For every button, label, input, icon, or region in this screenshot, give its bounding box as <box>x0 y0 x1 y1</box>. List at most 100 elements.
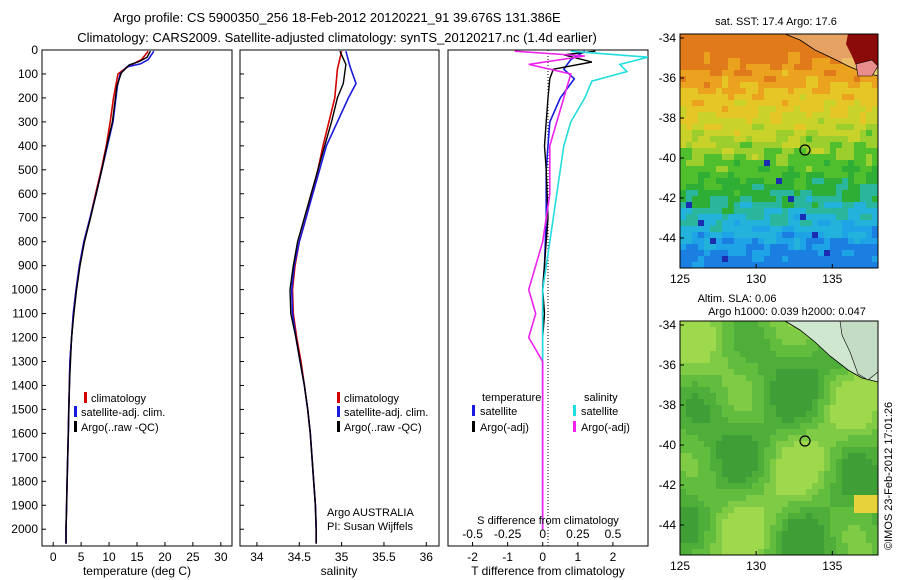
sst-map-cell <box>794 88 800 94</box>
sla-map-cell <box>830 501 836 507</box>
sst-map-cell <box>686 142 692 148</box>
sla-map-cell <box>758 495 764 501</box>
sla-map-cell <box>788 513 794 519</box>
sst-map-cell <box>722 208 728 214</box>
sst-map-cell <box>716 262 722 268</box>
sla-map-cell <box>848 501 854 507</box>
sst-map-cell <box>854 256 860 262</box>
sla-map-cell <box>704 333 710 339</box>
sla-map-cell <box>686 459 692 465</box>
sst-map-cell <box>710 160 716 166</box>
sla-map-cell <box>692 399 698 405</box>
sla-map-cell <box>680 399 686 405</box>
sla-map-cell <box>788 507 794 513</box>
sla-map-cell <box>716 399 722 405</box>
sst-map-cell <box>794 136 800 142</box>
sst-map-cell <box>770 226 776 232</box>
sst-map-cell <box>704 154 710 160</box>
sst-map-cell <box>836 262 842 268</box>
sst-map-cell <box>800 160 806 166</box>
sla-map-cell <box>782 501 788 507</box>
sst-map-cell <box>782 238 788 244</box>
sst-map-cell <box>722 262 728 268</box>
sst-map-cell <box>734 184 740 190</box>
sst-map-cell <box>818 82 824 88</box>
sst-map-cell <box>854 88 860 94</box>
sla-map-cell <box>710 417 716 423</box>
sst-map-cell <box>794 124 800 130</box>
sla-map-cell <box>728 369 734 375</box>
sla-map-cell <box>788 519 794 525</box>
sla-map-cell <box>842 381 848 387</box>
sst-map-cell <box>740 40 746 46</box>
sst-map-cell <box>758 238 764 244</box>
sla-map-cell <box>824 477 830 483</box>
sla-map-cell <box>734 483 740 489</box>
sla-map-cell <box>830 525 836 531</box>
sst-map-cell <box>692 172 698 178</box>
sst-map-cell <box>860 178 866 184</box>
sla-map-cell <box>794 489 800 495</box>
sst-map-cell <box>824 64 830 70</box>
sla-map-cell <box>860 471 866 477</box>
sst-map-cell <box>692 250 698 256</box>
sla-map-cell <box>836 519 842 525</box>
sst-map-cell <box>776 196 782 202</box>
sla-map-cell <box>806 531 812 537</box>
sst-map-cell <box>872 172 878 178</box>
sla-map-cell <box>794 333 800 339</box>
sst-map-cell <box>734 208 740 214</box>
sla-map-cell <box>860 417 866 423</box>
sla-map-cell <box>788 549 794 555</box>
sst-map-cell <box>872 94 878 100</box>
sst-map-cell <box>716 118 722 124</box>
sst-map-cell <box>722 118 728 124</box>
sla-map-cell <box>836 531 842 537</box>
sst-map-cell <box>860 154 866 160</box>
sla-map-cell <box>752 339 758 345</box>
sla-map-cell <box>854 447 860 453</box>
sst-map-cell <box>800 196 806 202</box>
sla-map-cell <box>710 369 716 375</box>
sla-map-cell <box>860 387 866 393</box>
sst-map-cell <box>830 214 836 220</box>
sla-map-cell <box>842 423 848 429</box>
sst-map-cell <box>806 46 812 52</box>
sla-map-x-tick-label: 125 <box>670 559 690 573</box>
depth-y-tick-label: 0 <box>31 43 38 57</box>
sla-map-cell <box>794 495 800 501</box>
sst-map-cell <box>866 184 872 190</box>
sla-map-cell <box>854 411 860 417</box>
sla-map-cell <box>788 405 794 411</box>
sst-map-cell <box>758 58 764 64</box>
sla-map-cell <box>686 399 692 405</box>
sst-map-cell <box>806 256 812 262</box>
sst-map-cell <box>800 184 806 190</box>
sla-map-cell <box>794 543 800 549</box>
sst-map-cell <box>866 238 872 244</box>
sst-map-cell <box>872 178 878 184</box>
sla-map-cell <box>770 399 776 405</box>
sla-map-cell <box>716 531 722 537</box>
sla-map-cell <box>710 381 716 387</box>
sla-map-cell <box>716 447 722 453</box>
sla-map-cell <box>866 447 872 453</box>
sla-map-cell <box>758 537 764 543</box>
sla-map-cell <box>776 369 782 375</box>
sst-map-cell <box>764 220 770 226</box>
sla-map-cell <box>740 411 746 417</box>
sst-map-cell <box>788 256 794 262</box>
sla-map-cell <box>680 435 686 441</box>
sst-map-cell <box>716 154 722 160</box>
sst-map-cell <box>818 184 824 190</box>
sla-map-cell <box>734 333 740 339</box>
sst-map-cell <box>860 100 866 106</box>
sla-map-cell <box>860 513 866 519</box>
sst-map-cell <box>686 232 692 238</box>
sla-map-cell <box>692 513 698 519</box>
sst-map-cell <box>746 112 752 118</box>
sla-map-cell <box>794 417 800 423</box>
sla-map-cell <box>836 513 842 519</box>
sst-map-cell <box>734 88 740 94</box>
sla-map-cell <box>740 387 746 393</box>
